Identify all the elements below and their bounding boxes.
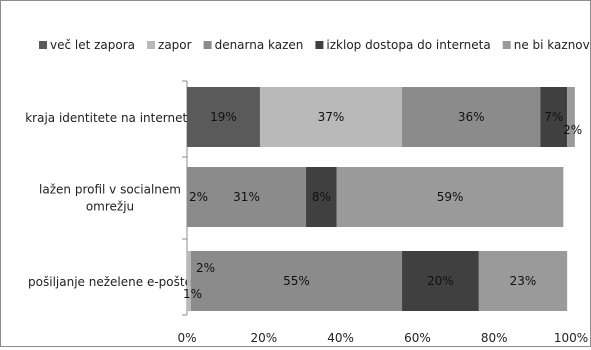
bar-segment-0-4 [567, 87, 575, 147]
data-label-2-4: 23% [510, 274, 537, 288]
data-label-1-3: 8% [312, 190, 331, 204]
bar-segment-0-3 [540, 87, 568, 147]
data-label-0-1: 37% [318, 110, 345, 124]
data-label-2-2: 55% [283, 274, 310, 288]
extra-label-1: 2% [196, 261, 215, 275]
bar-segment-0-2 [402, 87, 541, 147]
data-label-0-4: 2% [563, 123, 582, 137]
bar-segment-2-2 [190, 251, 403, 311]
data-label-0-2: 36% [458, 110, 485, 124]
data-label-0-3: 7% [544, 110, 563, 124]
extra-label-0: 2% [189, 190, 208, 204]
bar-segment-2-3 [402, 251, 479, 311]
x-tick-label-0: 0% [177, 331, 196, 345]
legend-label-4: ne bi kaznoval/a [514, 38, 590, 52]
bar-segment-1-4 [336, 167, 564, 227]
data-label-2-3: 20% [427, 274, 454, 288]
category-label-0: kraja identitete na internetu [25, 111, 195, 125]
bar-segment-2-1 [187, 251, 191, 311]
legend-swatch-4 [502, 41, 511, 49]
data-label-0-0: 19% [210, 110, 237, 124]
legend-label-3: izklop dostopa do interneta [326, 38, 490, 52]
bar-segment-0-1 [259, 87, 403, 147]
x-tick-label-2: 40% [327, 331, 354, 345]
x-tick-label-3: 60% [404, 331, 431, 345]
bar-segment-2-4 [478, 251, 568, 311]
bar-segment-0-0 [187, 87, 260, 147]
category-label-1-line-0: lažen profil v socialnem [39, 183, 181, 197]
legend-label-2: denarna kazen [215, 38, 304, 52]
legend: več let zapora zapor denarna kazen izklop d… [39, 38, 591, 52]
x-tick-label-5: 100% [554, 331, 588, 345]
legend-label-0: več let zapora [50, 38, 135, 52]
data-label-2-1: 1% [183, 287, 202, 301]
bar-segment-1-2 [187, 167, 307, 227]
legend-swatch-1 [147, 41, 156, 49]
data-label-1-4: 59% [437, 190, 464, 204]
category-label-2: pošiljanje neželene e-pošte [28, 275, 192, 289]
plot-area: 0% 20% 40% 60% 80% 100% kraja identitete na in… [25, 80, 588, 345]
category-label-1-line-1: omrežju [86, 200, 134, 214]
legend-swatch-3 [315, 41, 324, 49]
bar-segment-1-3 [306, 167, 337, 227]
legend-swatch-0 [39, 41, 47, 49]
x-tick-label-1: 20% [250, 331, 277, 345]
legend-label-1: zapor [158, 38, 192, 52]
legend-swatch-2 [203, 41, 212, 49]
data-label-1-2: 31% [233, 190, 260, 204]
x-tick-label-4: 80% [481, 331, 508, 345]
